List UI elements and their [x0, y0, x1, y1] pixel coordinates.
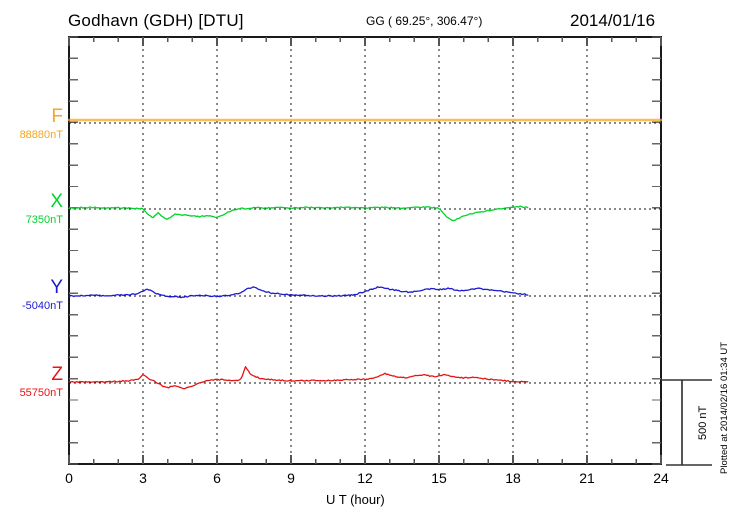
- scale-bar-label: 500 nT: [697, 405, 709, 440]
- plotted-timestamp: Plotted at 2014/02/16 01:34 UT: [719, 341, 730, 474]
- component-value-x: 7350nT: [25, 214, 63, 226]
- x-tick-label-24: 24: [653, 470, 669, 486]
- x-tick-label-12: 12: [357, 470, 373, 486]
- x-tick-label-15: 15: [431, 470, 447, 486]
- component-label-f: F 88880nT: [0, 107, 63, 141]
- plot-frame: [68, 36, 662, 465]
- component-value-y: -5040nT: [22, 300, 63, 312]
- component-symbol-x: X: [50, 191, 63, 212]
- component-label-x: X 7350nT: [0, 192, 63, 226]
- x-tick-label-9: 9: [287, 470, 295, 486]
- component-label-y: Y -5040nT: [0, 278, 63, 312]
- component-symbol-y: Y: [50, 277, 63, 298]
- page-title: Godhavn (GDH) [DTU]: [68, 11, 244, 30]
- geographic-coordinates: GG ( 69.25°, 306.47°): [366, 14, 483, 28]
- observation-date: 2014/01/16: [570, 11, 656, 30]
- component-symbol-z: Z: [51, 364, 63, 385]
- component-value-f: 88880nT: [19, 129, 63, 141]
- x-tick-label-6: 6: [213, 470, 221, 486]
- x-tick-label-0: 0: [65, 470, 73, 486]
- x-tick-label-21: 21: [579, 470, 595, 486]
- x-tick-label-18: 18: [505, 470, 521, 486]
- component-value-z: 55750nT: [19, 387, 63, 399]
- component-symbol-f: F: [51, 106, 63, 127]
- component-label-z: Z 55750nT: [0, 365, 63, 399]
- x-axis-title: U T (hour): [326, 492, 385, 507]
- x-tick-label-3: 3: [139, 470, 147, 486]
